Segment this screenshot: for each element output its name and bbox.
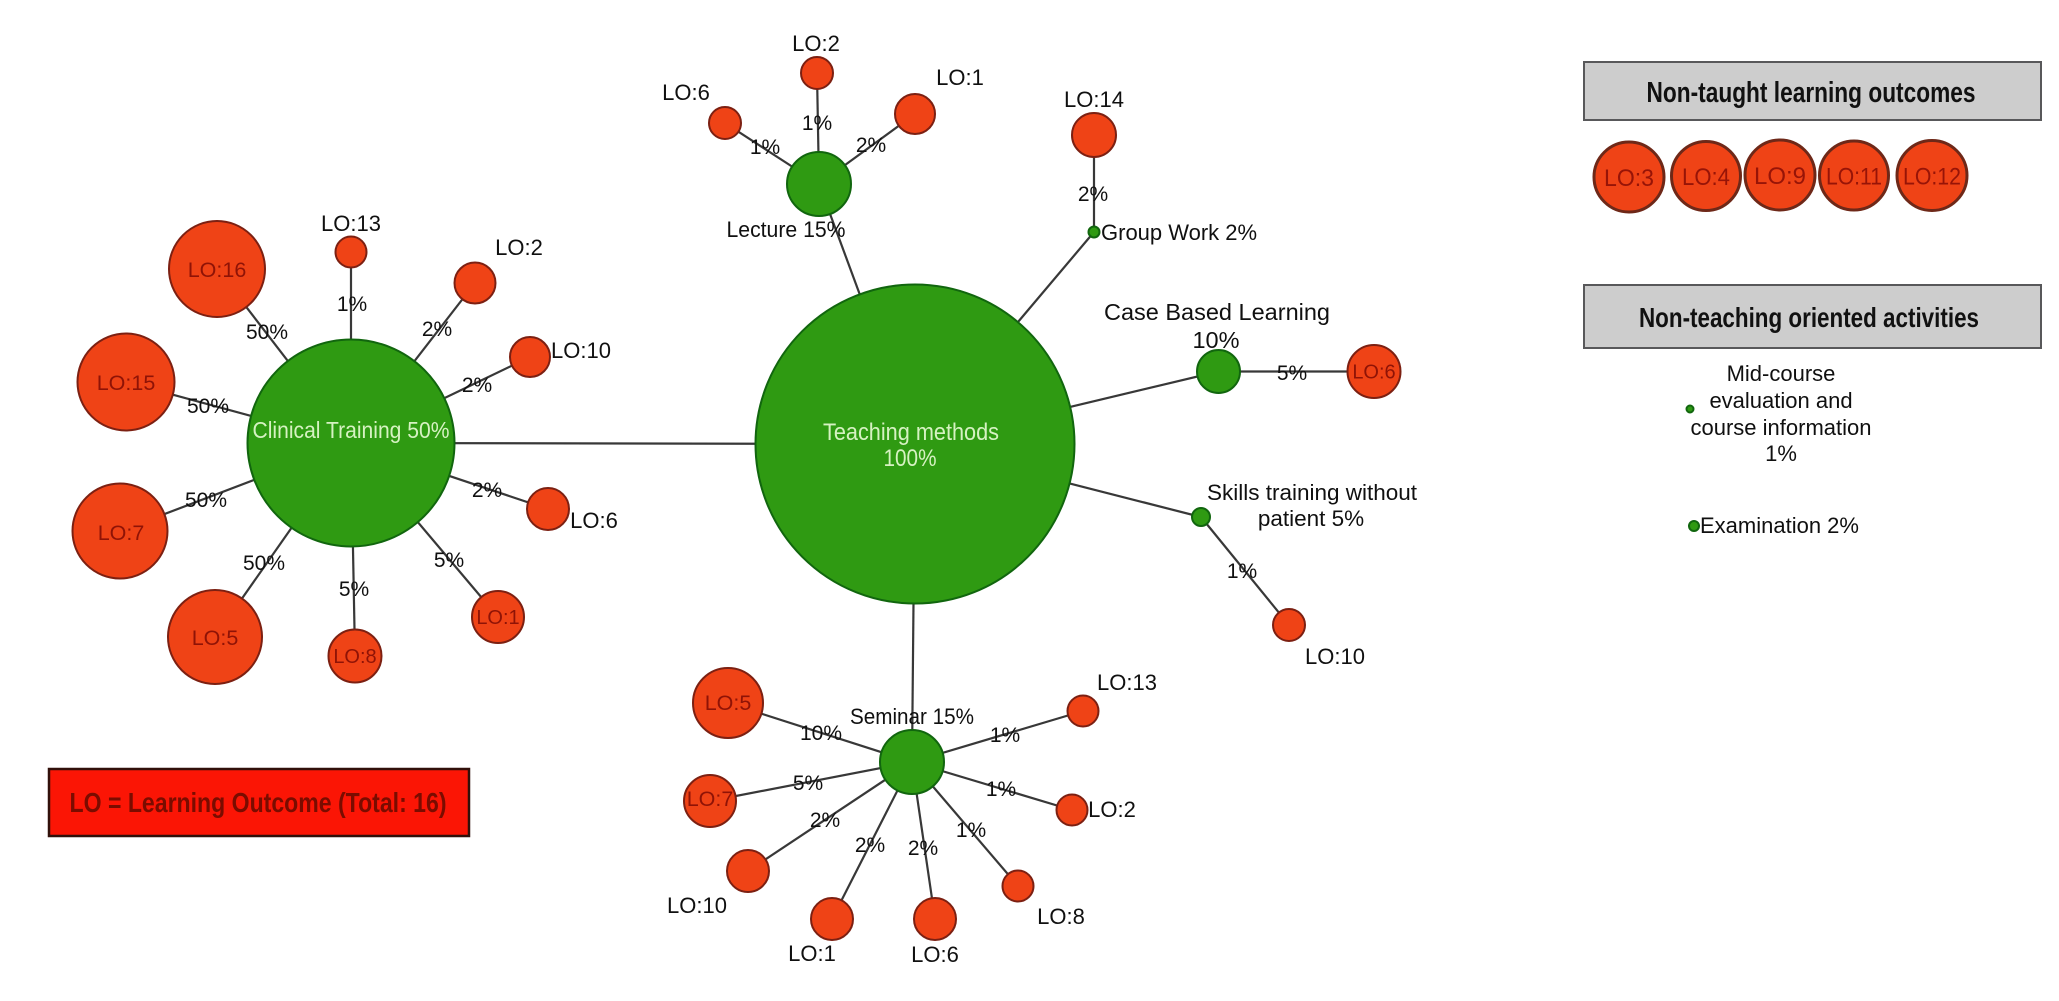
- svg-text:Mid-course: Mid-course: [1727, 361, 1836, 386]
- svg-text:Non-taught learning outcomes: Non-taught learning outcomes: [1647, 77, 1976, 109]
- svg-text:LO:7: LO:7: [98, 521, 145, 545]
- svg-text:course information: course information: [1691, 415, 1872, 440]
- svg-text:LO = Learning Outcome (Total:: LO = Learning Outcome (Total: 16): [70, 787, 447, 818]
- svg-text:evaluation and: evaluation and: [1709, 388, 1852, 413]
- svg-text:LO:13: LO:13: [321, 211, 381, 236]
- svg-text:5%: 5%: [339, 578, 369, 601]
- svg-text:LO:1: LO:1: [788, 941, 836, 966]
- svg-text:50%: 50%: [243, 552, 285, 575]
- svg-text:2%: 2%: [810, 809, 840, 832]
- svg-text:LO:6: LO:6: [911, 942, 959, 967]
- svg-text:1%: 1%: [990, 724, 1020, 747]
- svg-text:1%: 1%: [1227, 560, 1257, 583]
- svg-text:LO:8: LO:8: [1037, 904, 1085, 929]
- svg-text:LO:1: LO:1: [936, 65, 984, 90]
- svg-text:2%: 2%: [908, 837, 938, 860]
- svg-text:LO:4: LO:4: [1682, 164, 1730, 191]
- svg-text:1%: 1%: [956, 819, 986, 842]
- svg-text:LO:6: LO:6: [570, 508, 618, 533]
- svg-text:LO:12: LO:12: [1903, 164, 1961, 191]
- svg-text:5%: 5%: [1277, 362, 1307, 385]
- svg-text:Skills training without: Skills training without: [1207, 480, 1418, 505]
- svg-text:2%: 2%: [855, 834, 885, 857]
- svg-text:Examination 2%: Examination 2%: [1700, 513, 1859, 538]
- svg-text:5%: 5%: [793, 772, 823, 795]
- svg-text:2%: 2%: [462, 374, 492, 397]
- svg-text:LO:15: LO:15: [97, 371, 156, 395]
- svg-text:Seminar 15%: Seminar 15%: [850, 704, 974, 729]
- svg-text:Non-teaching oriented activiti: Non-teaching oriented activities: [1639, 302, 1979, 333]
- svg-text:LO:11: LO:11: [1826, 164, 1882, 191]
- svg-text:LO:3: LO:3: [1604, 165, 1654, 192]
- svg-text:LO:6: LO:6: [1352, 362, 1395, 384]
- svg-text:50%: 50%: [187, 395, 229, 418]
- svg-text:10%: 10%: [800, 722, 842, 745]
- svg-text:Clinical Training 50%: Clinical Training 50%: [253, 417, 450, 443]
- svg-text:50%: 50%: [185, 489, 227, 512]
- svg-text:LO:9: LO:9: [1754, 163, 1806, 190]
- svg-text:LO:10: LO:10: [667, 893, 727, 918]
- svg-text:Group Work 2%: Group Work 2%: [1101, 220, 1257, 245]
- svg-text:LO:6: LO:6: [662, 80, 710, 105]
- svg-text:2%: 2%: [422, 318, 452, 341]
- svg-text:LO:1: LO:1: [476, 607, 519, 629]
- svg-text:100%: 100%: [884, 445, 937, 472]
- svg-text:LO:10: LO:10: [1305, 644, 1365, 669]
- svg-text:2%: 2%: [472, 479, 502, 502]
- svg-text:2%: 2%: [856, 134, 886, 157]
- svg-text:LO:5: LO:5: [705, 691, 752, 715]
- svg-text:LO:16: LO:16: [188, 258, 247, 282]
- svg-text:LO:2: LO:2: [1088, 797, 1136, 822]
- svg-text:LO:10: LO:10: [551, 338, 611, 363]
- svg-text:1%: 1%: [802, 112, 832, 135]
- svg-text:1%: 1%: [337, 293, 367, 316]
- svg-text:LO:2: LO:2: [495, 235, 543, 260]
- svg-text:Case Based Learning: Case Based Learning: [1104, 299, 1330, 325]
- svg-text:1%: 1%: [986, 778, 1016, 801]
- svg-text:10%: 10%: [1192, 327, 1239, 353]
- svg-text:LO:14: LO:14: [1064, 87, 1124, 112]
- svg-text:2%: 2%: [1078, 183, 1108, 206]
- svg-text:LO:5: LO:5: [192, 626, 239, 650]
- svg-text:LO:2: LO:2: [792, 31, 840, 56]
- svg-text:Lecture 15%: Lecture 15%: [727, 217, 846, 242]
- svg-text:LO:13: LO:13: [1097, 670, 1157, 695]
- svg-text:50%: 50%: [246, 321, 288, 344]
- svg-text:Teaching methods: Teaching methods: [823, 419, 999, 446]
- svg-text:5%: 5%: [434, 549, 464, 572]
- svg-text:patient 5%: patient 5%: [1258, 506, 1364, 531]
- svg-text:1%: 1%: [1765, 441, 1797, 466]
- svg-text:LO:8: LO:8: [333, 646, 376, 668]
- svg-text:1%: 1%: [750, 136, 780, 159]
- svg-text:LO:7: LO:7: [687, 787, 734, 811]
